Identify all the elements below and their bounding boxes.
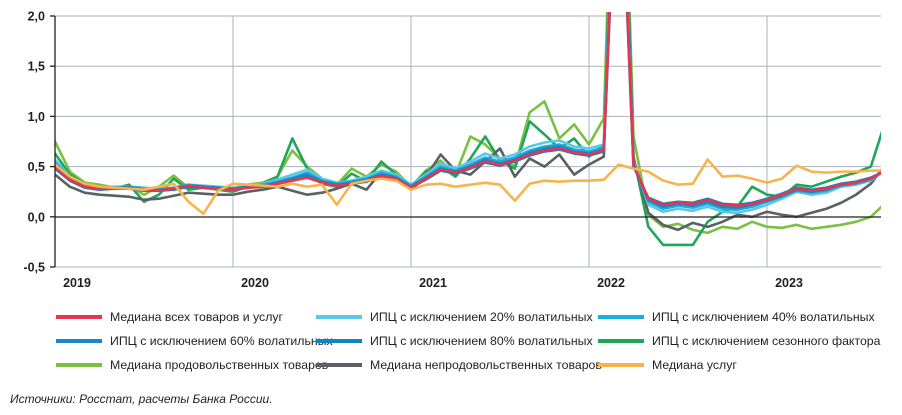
series-line bbox=[55, 12, 881, 210]
y-axis-tick-label: 0,0 bbox=[28, 210, 45, 224]
legend-color-swatch bbox=[316, 363, 362, 367]
legend-item-label: ИПЦ с исключением 20% волатильных bbox=[370, 310, 593, 324]
legend-color-swatch bbox=[56, 339, 102, 343]
legend-color-swatch bbox=[316, 315, 362, 319]
y-axis-tick-label: 0,5 bbox=[28, 160, 45, 174]
legend-item-label: Медиана продовольственных товаров bbox=[110, 358, 329, 372]
legend-item[interactable]: ИПЦ с исключением 40% волатильных bbox=[590, 305, 902, 329]
legend-color-swatch bbox=[598, 315, 644, 319]
legend-item-label: ИПЦ с исключением 60% волатильных bbox=[110, 334, 333, 348]
series-line bbox=[55, 12, 881, 212]
y-axis-ticks: 2,0 1,5 1,0 0,5 0,0 -0,5 bbox=[23, 10, 55, 275]
legend-item-label: Медиана всех товаров и услуг bbox=[110, 310, 284, 324]
legend-item[interactable]: Медиана услуг bbox=[590, 353, 902, 377]
x-axis-tick-label: 2021 bbox=[419, 276, 447, 290]
series-lines bbox=[55, 12, 881, 247]
legend-color-swatch bbox=[598, 363, 644, 367]
legend-item[interactable]: Медиана продовольственных товаров bbox=[0, 353, 328, 377]
chart-container: 2,0 1,5 1,0 0,5 0,0 -0,5 2019 2020 2021 2022 2023 bbox=[23, 10, 881, 290]
series-line bbox=[55, 12, 881, 207]
legend-item-label: ИПЦ с исключением 40% волатильных bbox=[652, 310, 875, 324]
legend-item[interactable]: Медиана непродовольственных товаров bbox=[308, 353, 602, 377]
legend-item-label: ИПЦ с исключением сезонного фактора bbox=[652, 334, 881, 348]
chart-legend: Медиана всех товаров и услуг ИПЦ с исключ… bbox=[0, 305, 902, 377]
y-axis-tick-label: 1,0 bbox=[28, 110, 45, 124]
series-line bbox=[55, 158, 881, 216]
legend-item[interactable]: ИПЦ с исключением 60% волатильных bbox=[0, 329, 333, 353]
y-axis-tick-label: -0,5 bbox=[23, 261, 45, 275]
x-axis-tick-label: 2023 bbox=[775, 276, 803, 290]
x-axis-tick-label: 2022 bbox=[597, 276, 625, 290]
legend-item-label: Медиана непродовольственных товаров bbox=[370, 358, 602, 372]
series-line bbox=[55, 12, 881, 208]
y-axis-tick-label: 1,5 bbox=[28, 60, 45, 74]
legend-color-swatch bbox=[598, 339, 644, 343]
legend-color-swatch bbox=[56, 363, 102, 367]
source-note: Источники: Росстат, расчеты Банка России… bbox=[10, 392, 273, 406]
legend-item[interactable]: ИПЦ с исключением сезонного фактора bbox=[590, 329, 902, 353]
legend-item[interactable]: ИПЦ с исключением 20% волатильных bbox=[308, 305, 593, 329]
series-line bbox=[55, 12, 881, 247]
legend-color-swatch bbox=[316, 339, 362, 343]
legend-item[interactable]: Медиана всех товаров и услуг bbox=[0, 305, 308, 329]
x-axis-tick-label: 2019 bbox=[63, 276, 91, 290]
x-axis-ticks: 2019 2020 2021 2022 2023 bbox=[63, 276, 803, 290]
line-chart: 2,0 1,5 1,0 0,5 0,0 -0,5 2019 2020 2021 2022 2023 bbox=[23, 10, 881, 290]
legend-item[interactable]: ИПЦ с исключением 80% волатильных bbox=[308, 329, 593, 353]
legend-item-label: ИПЦ с исключением 80% волатильных bbox=[370, 334, 593, 348]
legend-color-swatch bbox=[56, 315, 102, 319]
x-axis-tick-label: 2020 bbox=[241, 276, 269, 290]
y-axis-tick-label: 2,0 bbox=[28, 10, 45, 24]
legend-item-label: Медиана услуг bbox=[652, 358, 737, 372]
